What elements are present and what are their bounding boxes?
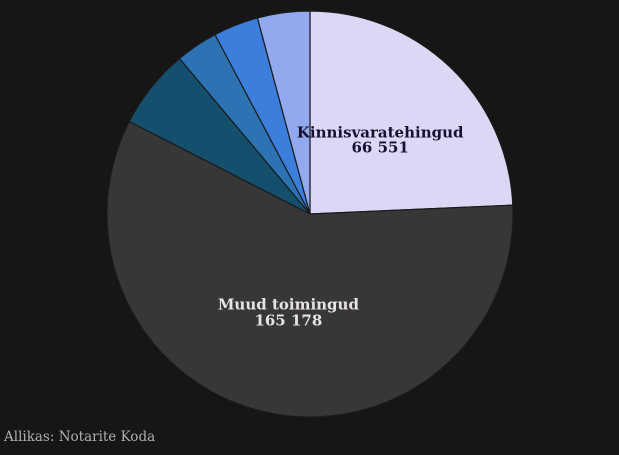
- pie-slice-kinnisvaratehingud: [309, 10, 514, 215]
- pie-slice-muud-toimingud: [106, 120, 514, 418]
- source-note: Allikas: Notarite Koda: [4, 429, 156, 445]
- pie-slice-5: [256, 10, 311, 215]
